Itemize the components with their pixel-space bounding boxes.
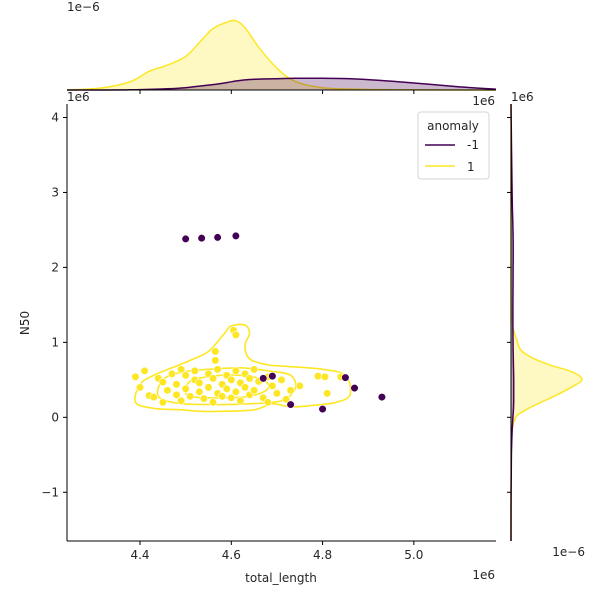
scatter-points xyxy=(131,231,387,414)
legend-label-neg1: -1 xyxy=(467,138,479,152)
scatter-point-anomaly-1 xyxy=(231,366,240,375)
scatter-point-anomaly-1 xyxy=(236,396,245,405)
right-kde-area-1 xyxy=(510,104,582,541)
scatter-point-anomaly-1 xyxy=(204,383,213,392)
scatter-point-anomaly-1 xyxy=(199,394,209,403)
scatter-point-anomaly-neg1 xyxy=(197,234,206,243)
scatter-point-anomaly-neg1 xyxy=(259,374,268,383)
right-kde-line-1 xyxy=(510,104,583,541)
y-offset-label: 1e6 xyxy=(67,90,90,104)
top-kde-area-1 xyxy=(67,20,496,90)
scatter-point-anomaly-1 xyxy=(272,389,282,398)
x-ticks: 4.4 4.6 4.8 5.0 xyxy=(130,541,423,562)
scatter-point-anomaly-1 xyxy=(323,389,332,398)
scatter-point-anomaly-1 xyxy=(190,366,199,375)
scatter-point-anomaly-1 xyxy=(149,392,158,402)
x-tick-label: 4.8 xyxy=(313,548,332,562)
scatter-point-anomaly-1 xyxy=(211,356,220,365)
right-marginal-ticks xyxy=(507,116,511,493)
scatter-point-anomaly-1 xyxy=(135,383,145,392)
scatter-point-anomaly-neg1 xyxy=(318,404,327,414)
scatter-point-anomaly-1 xyxy=(172,390,181,399)
scatter-point-anomaly-1 xyxy=(227,375,236,384)
scatter-point-anomaly-1 xyxy=(263,398,272,407)
scatter-point-anomaly-1 xyxy=(140,366,149,375)
scatter-point-anomaly-neg1 xyxy=(350,383,359,393)
scatter-point-anomaly-1 xyxy=(240,383,250,392)
scatter-point-anomaly-1 xyxy=(281,395,291,404)
scatter-point-anomaly-1 xyxy=(286,386,295,395)
x-axis-title: total_length xyxy=(245,571,317,585)
scatter-point-anomaly-1 xyxy=(176,365,186,374)
y-tick-label: −1 xyxy=(41,485,59,499)
y-tick-label: 3 xyxy=(51,185,59,199)
scatter-point-anomaly-1 xyxy=(245,374,254,383)
top-marginal-offset-label: 1e−6 xyxy=(67,0,100,14)
right-marginal-offset-label: 1e−6 xyxy=(552,545,585,559)
top-marginal-ticks xyxy=(139,90,415,94)
scatter-point-anomaly-1 xyxy=(195,378,204,387)
scatter-point-anomaly-1 xyxy=(131,372,140,381)
top-marginal-kde xyxy=(66,19,497,91)
scatter-point-anomaly-1 xyxy=(163,386,172,395)
scatter-point-anomaly-1 xyxy=(295,381,304,390)
x-tick-label: 4.6 xyxy=(222,548,241,562)
scatter-point-anomaly-1 xyxy=(208,374,218,383)
scatter-point-anomaly-1 xyxy=(181,384,190,393)
legend-label-1: 1 xyxy=(467,160,475,174)
top-marginal-x-offset-label: 1e6 xyxy=(472,94,495,108)
scatter-point-anomaly-1 xyxy=(176,396,186,405)
legend: anomaly -1 1 xyxy=(417,111,490,180)
right-marginal-y-offset-label: 1e6 xyxy=(511,90,534,104)
scatter-point-anomaly-neg1 xyxy=(213,233,222,242)
kde-contour-outer xyxy=(134,323,352,413)
scatter-point-anomaly-1 xyxy=(320,372,329,381)
scatter-point-anomaly-neg1 xyxy=(341,373,350,382)
scatter-point-anomaly-1 xyxy=(250,365,259,374)
scatter-point-anomaly-1 xyxy=(222,384,231,393)
scatter-point-anomaly-1 xyxy=(227,393,236,402)
right-kde-line-neg1 xyxy=(510,103,515,542)
y-tick-label: 0 xyxy=(51,410,59,424)
y-tick-label: 1 xyxy=(51,335,59,349)
scatter-point-anomaly-1 xyxy=(218,392,227,401)
axes xyxy=(66,89,512,542)
scatter-point-anomaly-neg1 xyxy=(286,400,295,409)
x-tick-label: 5.0 xyxy=(404,548,423,562)
scatter-point-anomaly-neg1 xyxy=(268,371,277,381)
scatter-point-anomaly-1 xyxy=(208,398,218,407)
legend-title: anomaly xyxy=(427,119,479,133)
right-marginal-kde xyxy=(510,103,583,542)
scatter-point-anomaly-1 xyxy=(158,398,167,407)
y-tick-label: 2 xyxy=(51,260,59,274)
scatter-point-anomaly-1 xyxy=(250,386,259,395)
y-tick-label: 4 xyxy=(51,110,59,124)
scatter-point-anomaly-1 xyxy=(213,365,222,374)
y-ticks: −1 0 1 2 3 4 xyxy=(41,110,67,499)
scatter-point-anomaly-1 xyxy=(167,369,177,378)
scatter-point-anomaly-1 xyxy=(231,387,240,396)
scatter-point-anomaly-neg1 xyxy=(231,231,240,241)
top-kde-line-neg1 xyxy=(67,77,497,91)
top-kde-line-1 xyxy=(66,19,496,91)
scatter-point-anomaly-1 xyxy=(231,330,240,339)
scatter-point-anomaly-1 xyxy=(172,380,181,389)
scatter-point-anomaly-1 xyxy=(186,392,195,401)
scatter-point-anomaly-1 xyxy=(277,375,286,384)
y-axis-title: N50 xyxy=(18,311,32,335)
scatter-point-anomaly-1 xyxy=(313,371,323,381)
scatter-point-anomaly-neg1 xyxy=(377,392,387,402)
scatter-point-anomaly-1 xyxy=(181,371,190,380)
x-offset-label: 1e6 xyxy=(472,568,495,582)
scatter-point-anomaly-1 xyxy=(158,377,167,387)
scatter-point-anomaly-1 xyxy=(195,387,204,396)
scatter-point-anomaly-1 xyxy=(211,347,220,356)
scatter-point-anomaly-neg1 xyxy=(181,234,190,244)
scatter-point-anomaly-1 xyxy=(268,381,277,390)
x-tick-label: 4.4 xyxy=(130,548,149,562)
